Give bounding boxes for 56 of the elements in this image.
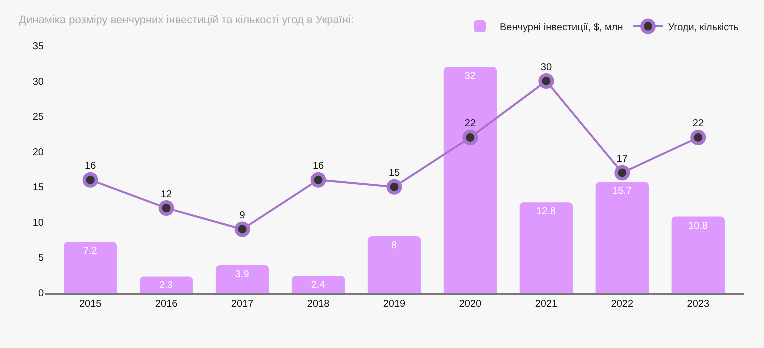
x-tick-label: 2019 (383, 299, 406, 310)
point (614, 165, 630, 181)
data-label: 12 (161, 189, 173, 200)
bar (596, 182, 650, 293)
data-label: 32 (464, 71, 476, 82)
chart-title: Динаміка розміру венчурних інвестицій та кількості угод в Україні: (19, 14, 354, 26)
point (462, 130, 478, 146)
x-tick-label: 2016 (155, 299, 178, 310)
bar (444, 67, 498, 293)
y-tick-label: 0 (38, 288, 44, 300)
point (310, 172, 326, 188)
x-tick-label: 2020 (459, 299, 482, 310)
x-tick-label: 2017 (231, 299, 254, 310)
legend-label: Венчурні інвестиції, $, млн (500, 22, 624, 34)
data-label: 22 (692, 118, 704, 130)
bar (64, 242, 118, 293)
y-tick-label: 5 (38, 253, 44, 264)
x-tick-label: 2015 (79, 299, 102, 310)
data-label: 8 (392, 240, 398, 252)
legend-label: Угоди, кількість (668, 22, 739, 34)
bar (672, 216, 726, 293)
y-tick-label: 35 (32, 42, 44, 52)
data-label: 16 (85, 161, 97, 172)
data-label: 9 (240, 210, 246, 222)
point (690, 130, 706, 146)
data-label: 15.7 (612, 186, 632, 198)
data-label: 15 (388, 168, 400, 180)
x-tick-label: 2018 (307, 299, 330, 310)
y-tick-label: 20 (32, 147, 44, 158)
data-label: 17 (616, 154, 628, 166)
x-tick-label: 2022 (611, 299, 634, 310)
data-label: 2.4 (311, 280, 326, 292)
bar (216, 265, 270, 293)
data-label: 3.9 (235, 269, 250, 280)
bar (140, 276, 194, 293)
x-tick-label: 2021 (535, 299, 558, 310)
bar (520, 202, 574, 293)
point (82, 172, 98, 188)
x-tick-label: 2023 (687, 299, 710, 310)
y-tick-label: 10 (32, 218, 44, 229)
bar (292, 276, 346, 293)
data-label: 7.2 (83, 246, 98, 258)
y-tick-label: 15 (32, 182, 44, 194)
point (386, 179, 402, 195)
data-label: 12.8 (536, 206, 556, 218)
y-tick-label: 25 (32, 112, 44, 124)
data-label: 30 (540, 62, 552, 74)
point (538, 74, 554, 90)
data-label: 22 (464, 118, 476, 130)
point (158, 200, 174, 216)
bar (368, 236, 422, 293)
point (234, 222, 250, 238)
data-label: 2.3 (160, 280, 173, 290)
data-label: 10.8 (688, 220, 708, 232)
data-label: 16 (312, 161, 325, 172)
y-tick-label: 30 (32, 76, 44, 88)
